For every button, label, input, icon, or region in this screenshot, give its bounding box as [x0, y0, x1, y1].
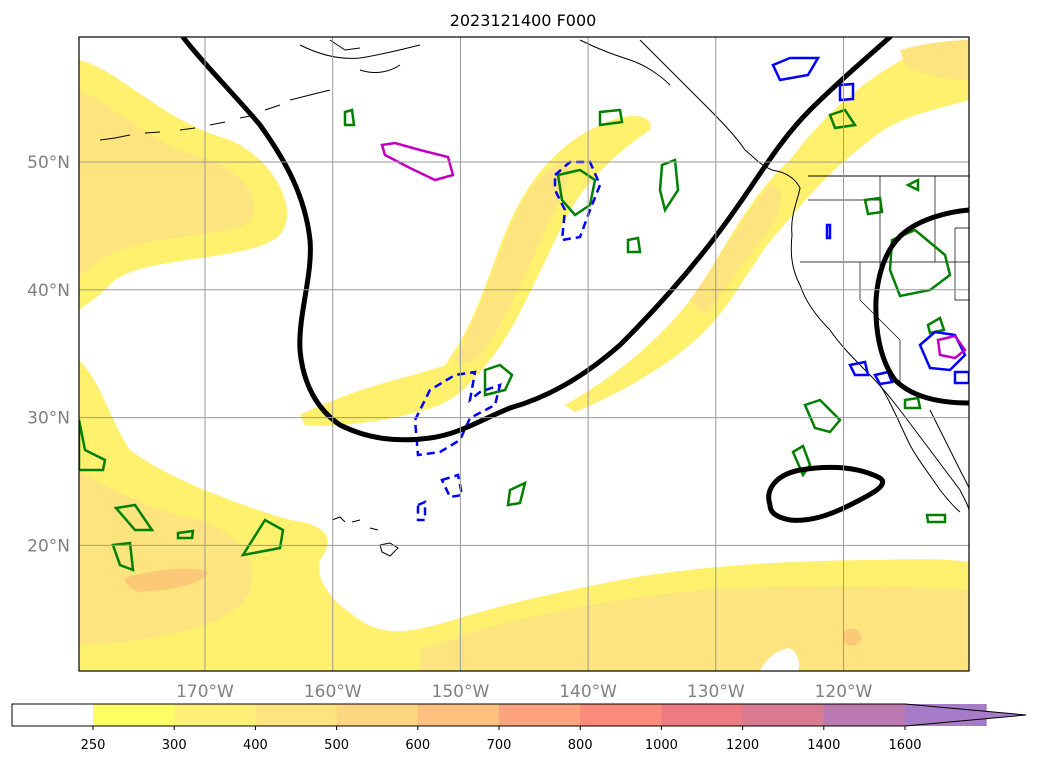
blue-contour	[771, 56, 821, 82]
colorbar-segment	[742, 704, 825, 726]
green-contour	[111, 541, 135, 572]
blue-contour	[873, 370, 894, 386]
colorbar-tick-label: 1600	[888, 738, 921, 753]
blue-contour	[825, 223, 832, 240]
blue-contour-dashed	[416, 500, 427, 522]
colorbar-tick-label: 1400	[807, 738, 840, 753]
colorbar-tick-label: 800	[568, 738, 593, 753]
green-contour	[598, 108, 624, 127]
shaded-region-white-notch	[760, 648, 800, 671]
green-contour	[506, 480, 527, 507]
green-contour	[113, 503, 155, 532]
colorbar-segment-below	[12, 704, 93, 726]
coastline-north-america	[639, 39, 969, 511]
coastline-baja	[879, 384, 961, 513]
green-contour	[176, 529, 195, 540]
blue-contour	[918, 330, 967, 372]
green-contour	[903, 396, 922, 410]
thick-contour-east	[873, 207, 969, 406]
map-panel: 50°N 40°N 30°N 20°N 170°W 160°W 150°W 140°W 130…	[27, 36, 970, 702]
green-contour	[905, 177, 920, 193]
magenta-contours	[380, 141, 967, 360]
lon-tick-label: 150°W	[432, 682, 490, 702]
coastlines	[99, 39, 969, 557]
green-contour	[791, 444, 812, 478]
colorbar-extend-arrow	[905, 704, 1027, 726]
colorbar-outline	[11, 703, 1027, 727]
colorbar-segment	[580, 704, 662, 726]
blue-contour	[848, 360, 870, 377]
colorbar-segment	[336, 704, 419, 726]
colorbar-tick-label: 300	[162, 738, 187, 753]
colorbar-tick-label: 1000	[645, 738, 678, 753]
colorbar-segment	[255, 704, 338, 726]
shaded-region-s-core	[843, 628, 862, 646]
lon-tick-label: 130°W	[687, 682, 745, 702]
colorbar-tick-label: 400	[243, 738, 268, 753]
thick-contour-main	[180, 37, 893, 443]
green-contour	[240, 518, 285, 557]
coastline-aleutians	[99, 89, 331, 141]
shaded-field	[79, 40, 969, 671]
colorbar-tick-label: 600	[405, 738, 430, 753]
colorbar-tick-label: 250	[81, 738, 106, 753]
green-contour	[483, 363, 514, 397]
colorbar-tick-label: 1200	[726, 738, 759, 753]
lon-tick-label: 140°W	[559, 682, 617, 702]
lon-tick-label: 120°W	[815, 682, 873, 702]
green-contour	[79, 419, 107, 472]
latitude-labels: 50°N 40°N 30°N 20°N	[27, 153, 70, 556]
magenta-contour	[936, 334, 967, 360]
blue-contour	[953, 370, 969, 385]
green-contours	[79, 108, 952, 572]
colorbar-segment	[417, 704, 500, 726]
shaded-region-sw-core	[124, 568, 208, 592]
lat-tick-label: 30°N	[27, 409, 70, 429]
longitude-labels: 170°W 160°W 150°W 140°W 130°W 120°W	[176, 682, 872, 702]
thick-contour-south	[766, 464, 885, 523]
shaded-region-s-mid	[420, 586, 969, 671]
colorbar-segment	[823, 704, 906, 726]
lon-tick-label: 160°W	[304, 682, 362, 702]
green-contour	[556, 168, 597, 217]
green-contour	[926, 316, 946, 335]
colorbar-segment	[661, 704, 744, 726]
lon-tick-label: 170°W	[176, 682, 234, 702]
map-frame	[78, 36, 970, 672]
colorbar-segment	[174, 704, 256, 726]
colorbar-segment	[93, 704, 175, 726]
thick-contours	[180, 37, 969, 523]
shaded-region-ridge-inner	[455, 160, 569, 364]
magenta-contour	[380, 141, 455, 182]
green-contour	[658, 158, 680, 214]
green-contour	[888, 228, 952, 298]
coastline-gulf	[929, 409, 969, 489]
colorbar: 250 300 400 500 600 700 800 1000 1200 1400 1600	[11, 703, 1027, 753]
green-contour	[828, 108, 858, 130]
blue-contour-dashed	[413, 370, 502, 457]
lat-tick-label: 20°N	[27, 536, 70, 556]
blue-contour-dashed	[440, 473, 464, 499]
coastline-alaska	[299, 39, 671, 86]
green-contour	[343, 108, 356, 127]
gridlines	[79, 37, 969, 671]
shaded-region-coast-inner	[690, 185, 782, 315]
colorbar-tick-label: 700	[487, 738, 512, 753]
green-contour	[626, 236, 642, 254]
colorbar-tick-label: 500	[324, 738, 349, 753]
coastline-hawaii	[331, 516, 399, 557]
shaded-region-ne	[900, 40, 969, 80]
colorbar-segment	[499, 704, 581, 726]
lat-tick-label: 40°N	[27, 281, 70, 301]
map-title: 2023121400 F000	[450, 11, 597, 30]
green-contour	[803, 398, 842, 434]
green-contour	[863, 196, 884, 216]
blue-contour	[838, 82, 855, 102]
green-contour	[925, 513, 947, 524]
lat-tick-label: 50°N	[27, 153, 70, 173]
